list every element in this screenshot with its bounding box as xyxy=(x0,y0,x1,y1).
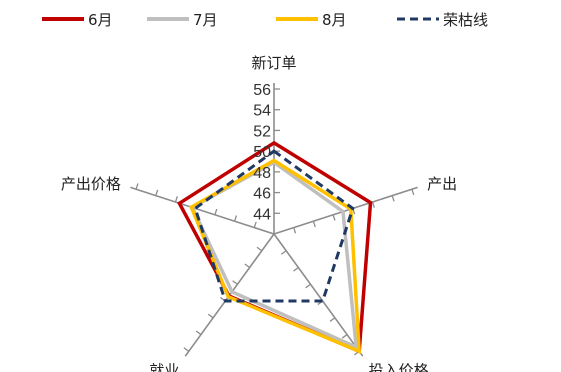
axis-label-3: 投入价格 xyxy=(369,361,429,372)
axis-tick-4-1 xyxy=(256,246,263,252)
axis-label-1: 新订单 xyxy=(251,54,296,72)
axis-label-2: 产出 xyxy=(427,175,457,193)
axis-tick-2-1 xyxy=(293,227,297,234)
axis-spoke-3 xyxy=(273,233,364,357)
tick-label: 50 xyxy=(253,144,271,161)
axis-tick-3-1 xyxy=(280,250,287,255)
axis-tick-4-7 xyxy=(183,347,190,352)
axis-tick-5-7 xyxy=(135,183,139,190)
axis-spoke-5 xyxy=(130,186,275,235)
axis-tick-5-3 xyxy=(214,208,218,215)
tick-label: 56 xyxy=(253,82,271,99)
radar-series xyxy=(177,140,373,354)
axis-tick-3-5 xyxy=(329,317,336,322)
axis-label-5: 产出价格 xyxy=(61,175,121,193)
series-polygon-3 xyxy=(189,158,362,354)
axis-tick-2-7 xyxy=(411,188,415,196)
tick-label: 48 xyxy=(253,165,271,182)
series-polygon-4 xyxy=(193,149,355,303)
radial-tick-labels: 44 46 48 50 52 54 56 xyxy=(253,82,271,223)
tick-label: 52 xyxy=(253,123,271,140)
axis-tick-4-6 xyxy=(195,330,202,336)
legend-label-1: 6月 xyxy=(88,11,113,29)
axis-tick-5-2 xyxy=(233,215,238,222)
axis-tick-5-5 xyxy=(174,196,178,203)
axis-tick-3-3 xyxy=(305,283,311,289)
radar-axes xyxy=(130,83,418,357)
tick-label: 44 xyxy=(253,206,271,223)
legend: 6月 7月 8月 荣枯线 xyxy=(42,11,488,29)
axis-spoke-2 xyxy=(273,186,418,235)
axis-tick-4-5 xyxy=(207,313,214,319)
axis-tick-5-6 xyxy=(155,189,159,196)
axis-tick-2-3 xyxy=(332,214,336,221)
tick-label: 46 xyxy=(253,186,271,203)
axis-tick-4-3 xyxy=(232,280,238,285)
axis-tick-3-2 xyxy=(293,266,299,272)
legend-label-4: 荣枯线 xyxy=(443,11,488,29)
axis-tick-5-1 xyxy=(253,221,257,228)
axis-tick-2-6 xyxy=(391,195,395,202)
axis-label-4: 就业 xyxy=(149,361,179,372)
legend-label-3: 8月 xyxy=(322,11,347,29)
axis-tick-4-2 xyxy=(244,263,251,269)
legend-label-2: 7月 xyxy=(193,11,218,29)
axis-tick-3-6 xyxy=(341,334,348,339)
axis-tick-2-5 xyxy=(371,201,375,208)
tick-label: 54 xyxy=(253,103,271,120)
axis-tick-2-2 xyxy=(312,220,316,228)
